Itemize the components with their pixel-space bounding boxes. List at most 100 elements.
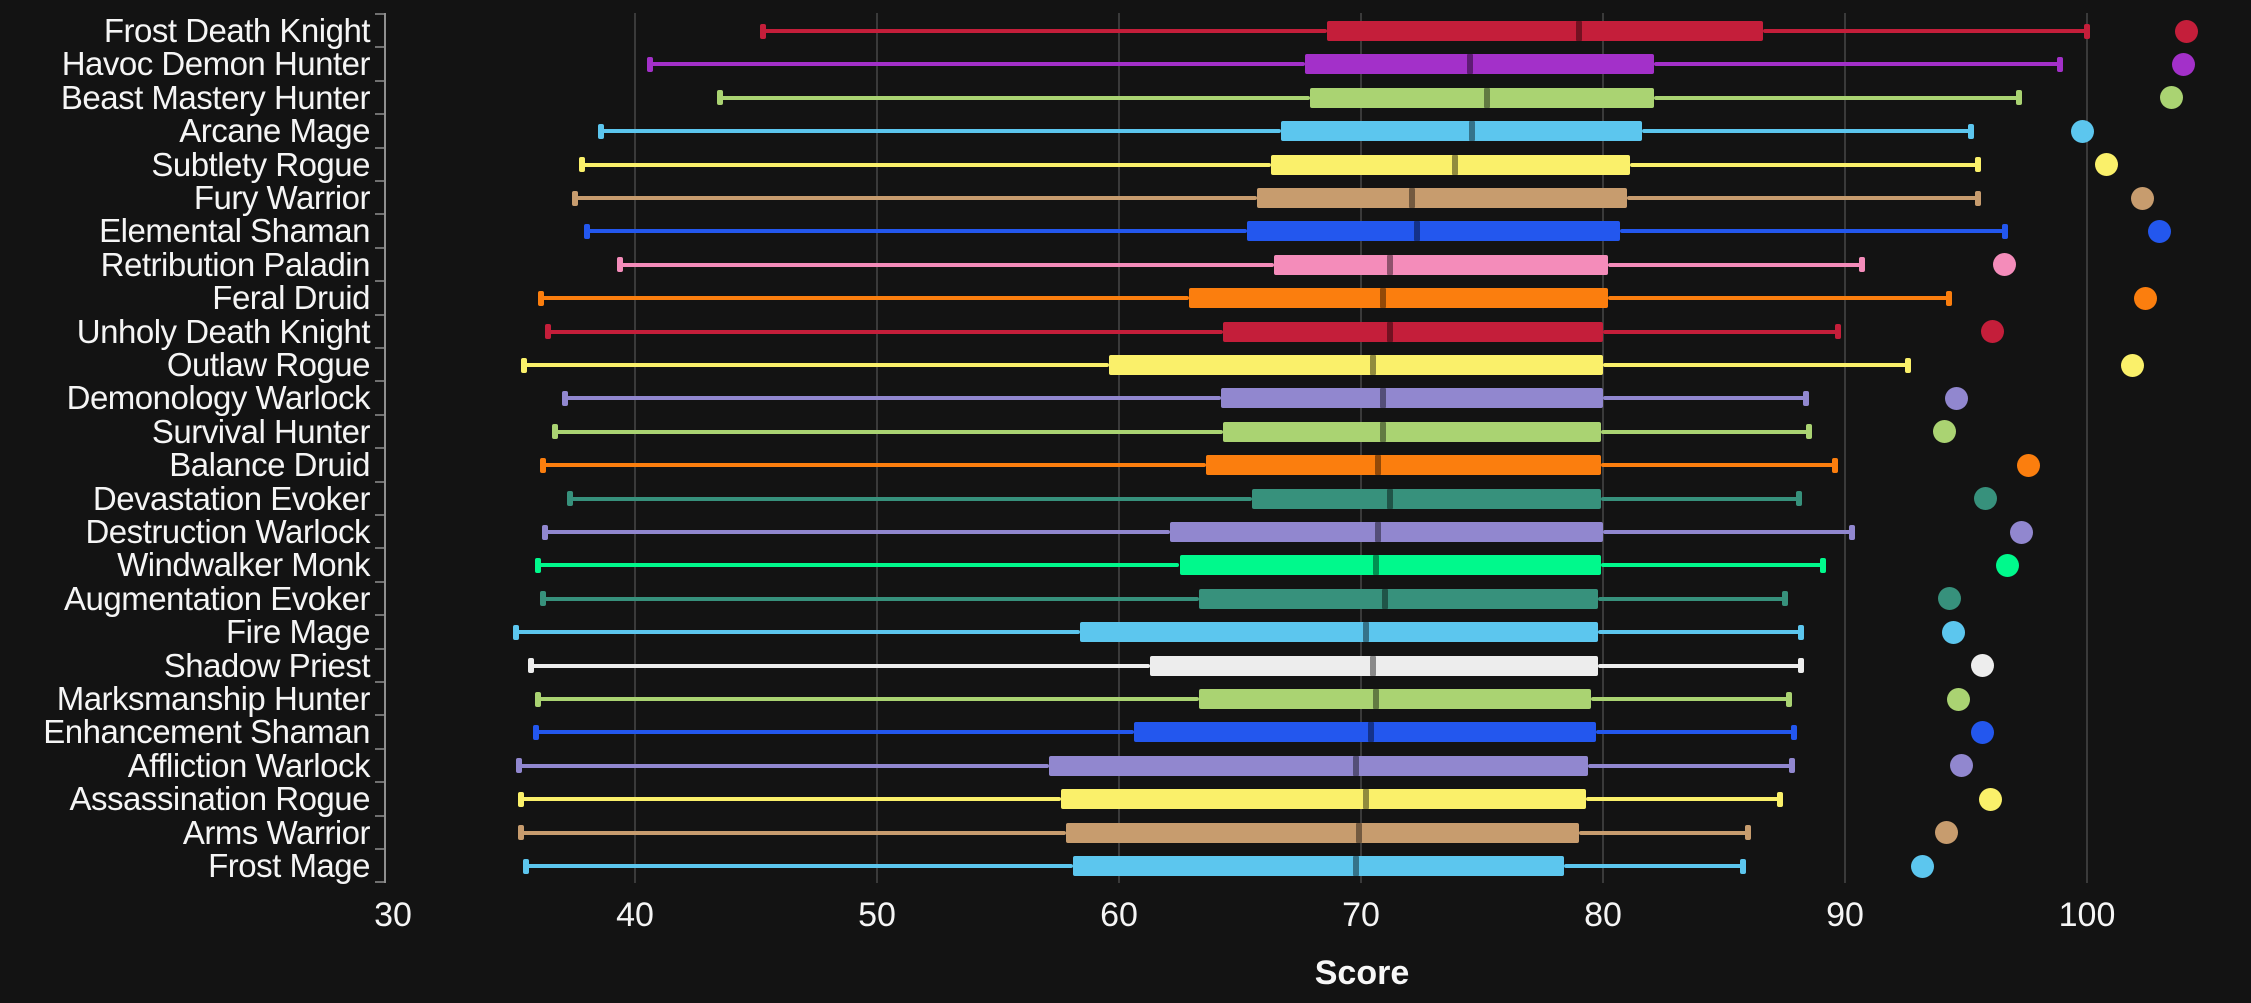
whisker-low-cap	[532, 724, 539, 740]
whisker-high-cap	[1904, 357, 1911, 373]
iqr-box	[1281, 121, 1642, 142]
outlier-dot	[2094, 153, 2118, 177]
y-axis-tick	[375, 146, 384, 149]
y-axis-label: Windwalker Monk	[117, 546, 370, 584]
gridline-80	[1602, 13, 1604, 883]
whisker-low-cap	[583, 223, 590, 239]
outlier-dot	[2160, 86, 2184, 110]
whisker-high-line	[1600, 463, 1836, 468]
iqr-box	[1206, 455, 1601, 476]
whisker-high-line	[1641, 129, 1971, 134]
y-axis-label: Outlaw Rogue	[166, 346, 371, 383]
y-axis-label: Enhancement Shaman	[43, 713, 370, 751]
gridline-40	[634, 13, 636, 883]
median-line	[1379, 421, 1386, 442]
whisker-high-line	[1586, 797, 1780, 802]
x-tick-label: 70	[1342, 896, 1380, 934]
y-axis-label: Feral Druid	[212, 279, 370, 317]
whisker-low-line	[538, 697, 1199, 701]
whisker-high-line	[1598, 596, 1785, 601]
x-tick-label: 40	[616, 896, 654, 934]
y-axis-tick	[375, 246, 384, 249]
whisker-high-cap	[2016, 90, 2023, 106]
median-line	[1374, 522, 1381, 542]
whisker-low-cap	[646, 56, 653, 72]
outlier-dot	[2172, 52, 2196, 76]
whisker-high-cap	[2084, 23, 2090, 39]
whisker-low-line	[719, 95, 1311, 100]
outlier-dot	[1949, 754, 1973, 778]
whisker-low-cap	[523, 858, 530, 874]
whisker-low-cap	[513, 624, 520, 640]
whisker-low-cap	[518, 791, 525, 807]
whisker-high-line	[1603, 396, 1807, 401]
iqr-box	[1273, 254, 1608, 275]
y-axis-tick	[375, 180, 384, 182]
y-axis-tick	[375, 313, 384, 316]
whisker-low-line	[521, 797, 1061, 802]
iqr-box	[1198, 588, 1599, 609]
whisker-high-cap	[1796, 491, 1803, 507]
whisker-low-line	[555, 429, 1224, 434]
median-line	[1387, 254, 1394, 275]
y-axis-tick	[375, 547, 384, 550]
y-axis-label: Shadow Priest	[163, 646, 371, 684]
iqr-box	[1223, 321, 1603, 342]
median-line	[1382, 588, 1389, 609]
whisker-low-line	[540, 296, 1190, 301]
y-axis-spine	[384, 13, 386, 883]
whisker-low-cap	[617, 257, 624, 273]
iqr-box	[1247, 221, 1620, 242]
whisker-low-line	[538, 563, 1180, 568]
median-line	[1370, 355, 1377, 375]
y-axis-label: Assassination Rogue	[69, 780, 370, 818]
y-axis-label: Destruction Warlock	[85, 513, 370, 550]
median-line	[1413, 221, 1420, 242]
x-axis-title: Score	[1314, 954, 1410, 992]
median-line	[1353, 856, 1360, 876]
whisker-low-cap	[542, 524, 549, 540]
outlier-dot	[1973, 487, 1997, 511]
median-line	[1355, 822, 1362, 843]
outlier-dot	[1942, 620, 1966, 644]
y-axis-label: Frost Mage	[208, 847, 370, 884]
outlier-dot	[1981, 320, 2005, 344]
outlier-dot	[2121, 353, 2145, 377]
gridline-50	[876, 13, 878, 883]
median-line	[1575, 21, 1582, 41]
y-axis-tick	[375, 347, 384, 349]
whisker-high-cap	[1975, 190, 1982, 206]
whisker-high-cap	[1946, 290, 1953, 306]
whisker-high-cap	[1858, 257, 1865, 273]
iqr-box	[1271, 154, 1630, 175]
median-line	[1362, 789, 1369, 810]
whisker-high-cap	[1786, 691, 1793, 707]
whisker-low-cap	[544, 324, 551, 340]
median-line	[1353, 755, 1360, 776]
outlier-dot	[2148, 219, 2172, 243]
whisker-low-line	[547, 329, 1224, 334]
median-line	[1387, 321, 1394, 342]
median-line	[1408, 188, 1415, 208]
whisker-high-cap	[1798, 658, 1805, 674]
y-axis-tick	[375, 480, 384, 483]
whisker-low-line	[523, 363, 1110, 367]
y-axis-label: Augmentation Evoker	[63, 579, 371, 617]
whisker-high-cap	[1776, 791, 1783, 807]
outlier-dot	[1910, 854, 1934, 878]
whisker-low-cap	[540, 591, 547, 607]
whisker-high-line	[1762, 29, 2087, 33]
outlier-dot	[1995, 553, 2019, 577]
whisker-high-cap	[1798, 624, 1805, 640]
whisker-low-line	[530, 663, 1151, 668]
whisker-high-line	[1600, 563, 1824, 568]
y-axis-label: Arcane Mage	[179, 112, 370, 150]
whisker-high-line	[1607, 262, 1862, 267]
iqr-box	[1223, 421, 1601, 442]
iqr-box	[1169, 522, 1603, 542]
outlier-dot	[1944, 386, 1968, 410]
whisker-high-line	[1564, 864, 1744, 868]
whisker-low-line	[564, 396, 1221, 401]
whisker-high-line	[1598, 663, 1802, 668]
